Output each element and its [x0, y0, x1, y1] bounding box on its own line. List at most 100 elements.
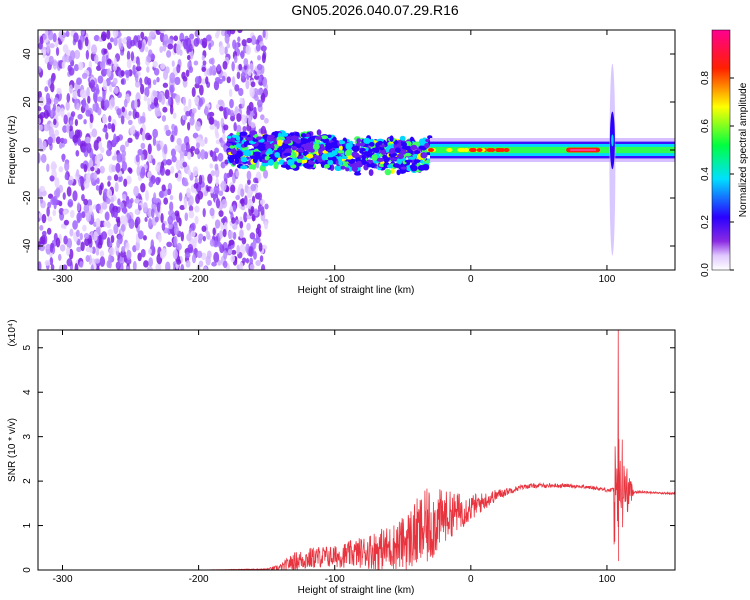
band-blob	[413, 159, 421, 164]
band-blob	[284, 139, 292, 144]
noise-blob	[137, 39, 142, 50]
noise-blob	[79, 89, 86, 98]
band-blob	[252, 157, 258, 164]
band-blob	[282, 132, 289, 137]
noise-blob	[252, 239, 257, 250]
noise-blob	[38, 118, 42, 124]
noise-blob	[96, 265, 100, 270]
colorbar-tick-label: 0.0	[700, 263, 711, 277]
noise-blob	[80, 162, 85, 169]
noise-blob	[176, 259, 182, 265]
noise-blob	[103, 221, 108, 227]
noise-blob	[238, 87, 244, 97]
line-hot	[495, 148, 502, 152]
noise-blob	[62, 125, 68, 133]
noise-blob	[184, 212, 189, 222]
band-blob	[359, 142, 366, 147]
colorbar-label: Normalized spectral amplitude	[738, 82, 749, 217]
band-blob	[327, 156, 333, 161]
noise-blob	[232, 231, 237, 240]
noise-blob	[39, 185, 46, 192]
noise-blob	[161, 115, 167, 122]
noise-blob	[153, 192, 157, 204]
noise-blob	[134, 111, 140, 119]
noise-blob	[52, 209, 57, 217]
noise-blob	[118, 175, 123, 183]
noise-blob	[99, 165, 105, 174]
band-blob	[384, 168, 392, 176]
noise-blob	[106, 142, 112, 150]
noise-blob	[172, 112, 177, 119]
band-blob	[420, 152, 428, 159]
noise-blob	[126, 175, 132, 185]
y-tick-label: 0	[22, 147, 33, 153]
noise-blob	[147, 170, 152, 178]
noise-blob	[256, 88, 263, 96]
noise-blob	[70, 111, 76, 117]
band-blob	[359, 147, 366, 152]
noise-blob	[191, 253, 196, 264]
noise-blob	[99, 250, 105, 258]
y-tick-label: -20	[22, 190, 33, 205]
noise-blob	[187, 169, 192, 176]
x-tick-label: -200	[189, 574, 209, 585]
noise-blob	[207, 173, 213, 184]
band-blob	[410, 164, 418, 172]
noise-blob	[140, 142, 146, 150]
band-blob	[347, 142, 353, 149]
band-blob	[300, 140, 307, 145]
noise-blob	[159, 30, 166, 34]
noise-blob	[170, 148, 177, 157]
noise-blob	[82, 224, 87, 232]
noise-blob	[250, 122, 256, 129]
noise-blob	[155, 164, 161, 173]
line-hot	[486, 148, 493, 152]
noise-blob	[133, 185, 139, 197]
noise-blob	[120, 115, 125, 125]
noise-blob	[199, 139, 206, 147]
noise-blob	[211, 151, 217, 162]
noise-blob	[46, 227, 52, 235]
noise-blob	[58, 142, 63, 149]
noise-blob	[156, 111, 162, 117]
noise-blob	[126, 59, 132, 69]
noise-blob	[76, 102, 80, 111]
noise-blob	[95, 185, 100, 191]
noise-blob	[97, 107, 102, 116]
noise-blob	[143, 260, 149, 268]
noise-blob	[160, 212, 164, 224]
band-blob	[312, 143, 320, 150]
band-blob	[263, 141, 271, 145]
noise-blob	[209, 124, 215, 130]
noise-blob	[182, 181, 189, 187]
noise-blob	[68, 55, 72, 63]
y-tick-label: 3	[22, 433, 33, 439]
noise-blob	[107, 122, 112, 130]
band-blob	[303, 163, 308, 168]
noise-blob	[53, 97, 59, 105]
noise-blob	[115, 162, 121, 173]
noise-blob	[246, 37, 252, 44]
noise-blob	[96, 65, 102, 72]
noise-blob	[261, 53, 266, 64]
band-blob	[401, 141, 407, 148]
noise-blob	[239, 97, 244, 105]
noise-blob	[195, 120, 202, 132]
noise-blob	[76, 246, 82, 253]
noise-blob	[209, 66, 213, 76]
noise-blob	[90, 79, 96, 88]
noise-blob	[211, 261, 217, 267]
band-blob	[392, 163, 401, 168]
band-blob	[338, 145, 343, 151]
noise-blob	[113, 133, 117, 144]
noise-blob	[203, 190, 208, 197]
band-blob	[264, 155, 270, 161]
band-blob	[363, 137, 371, 144]
band-blob	[386, 164, 393, 169]
noise-blob	[217, 99, 224, 106]
noise-blob	[127, 137, 133, 143]
noise-blob	[102, 79, 108, 91]
noise-blob	[210, 170, 216, 177]
noise-blob	[66, 124, 70, 134]
noise-blob	[167, 38, 174, 45]
